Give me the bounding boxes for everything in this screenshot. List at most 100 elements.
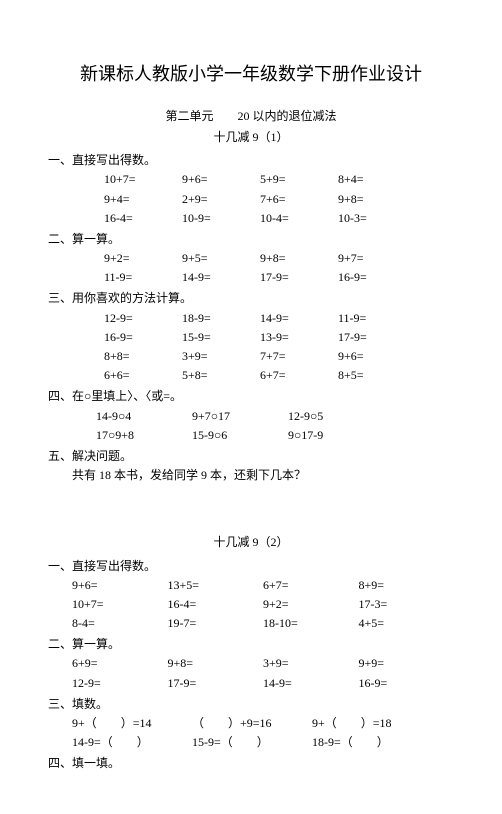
- expr: 14-9=（ ）: [72, 733, 192, 752]
- expr: 6+9=: [72, 654, 168, 673]
- expr: 13-9=: [260, 328, 338, 347]
- expr: 11-9=: [338, 309, 416, 328]
- expr: 15-9=（ ）: [192, 733, 312, 752]
- section-head: 二、算一算。: [48, 230, 454, 249]
- expr-row: 6+6= 5+8= 6+7= 8+5=: [104, 366, 454, 385]
- expr: 3+9=: [263, 654, 359, 673]
- expr: 8+9=: [359, 576, 455, 595]
- expr: 5+8=: [182, 366, 260, 385]
- expr: 8+8=: [104, 347, 182, 366]
- expr: 17○9+8: [96, 426, 192, 445]
- section-head: 五、解决问题。: [48, 447, 454, 466]
- expr: 9+2=: [104, 249, 182, 268]
- expr: 15-9=: [182, 328, 260, 347]
- expr: （ ）+9=16: [192, 714, 312, 733]
- section-head: 一、直接写出得数。: [48, 557, 454, 576]
- expr: 17-9=: [338, 328, 416, 347]
- expr-row: 8+8= 3+9= 7+7= 9+6=: [104, 347, 454, 366]
- expr: 11-9=: [104, 268, 182, 287]
- expr: 10+7=: [104, 170, 182, 189]
- expr: 5+9=: [260, 170, 338, 189]
- expr: 14-9○4: [96, 407, 192, 426]
- expr: 18-9=: [182, 309, 260, 328]
- expr: 15-9○6: [192, 426, 288, 445]
- expr: 16-4=: [104, 209, 182, 228]
- expr-row: 14-9○4 9+7○17 12-9○5: [96, 407, 454, 426]
- expr: 9+8=: [168, 654, 264, 673]
- expr: 8+4=: [338, 170, 416, 189]
- expr: 13+5=: [168, 576, 264, 595]
- expr: 10-9=: [182, 209, 260, 228]
- expr-row: 9+（ ）=14 （ ）+9=16 9+（ ）=18: [72, 714, 454, 733]
- expr-row: 16-4= 10-9= 10-4= 10-3=: [104, 209, 454, 228]
- expr-row: 17○9+8 15-9○6 9○17-9: [96, 426, 454, 445]
- expr-row: 11-9= 14-9= 17-9= 16-9=: [104, 268, 454, 287]
- expr-row: 12-9= 18-9= 14-9= 11-9=: [104, 309, 454, 328]
- expr: 17-9=: [260, 268, 338, 287]
- expr: 10-4=: [260, 209, 338, 228]
- expr: 19-7=: [168, 614, 264, 633]
- expr: 6+7=: [260, 366, 338, 385]
- word-problem: 共有 18 本书，发给同学 9 本，还剩下几本？: [72, 466, 454, 485]
- expr-row: 9+6= 13+5= 6+7= 8+9=: [72, 576, 454, 595]
- expr: 9+2=: [263, 595, 359, 614]
- expr: 9+4=: [104, 190, 182, 209]
- expr: 17-9=: [168, 674, 264, 693]
- expr: 9+7○17: [192, 407, 288, 426]
- expr: 17-3=: [359, 595, 455, 614]
- section-head: 一、直接写出得数。: [48, 151, 454, 170]
- expr-row: 10+7= 9+6= 5+9= 8+4=: [104, 170, 454, 189]
- section-head: 三、用你喜欢的方法计算。: [48, 289, 454, 308]
- part1-subtitle: 十几减 9（1）: [48, 128, 454, 147]
- expr: 9+5=: [182, 249, 260, 268]
- expr: 16-9=: [338, 268, 416, 287]
- expr: 9+8=: [260, 249, 338, 268]
- expr-row: 6+9= 9+8= 3+9= 9+9=: [72, 654, 454, 673]
- expr: 3+9=: [182, 347, 260, 366]
- expr: 12-9=: [104, 309, 182, 328]
- part2-subtitle: 十几减 9（2）: [48, 533, 454, 552]
- expr: 16-4=: [168, 595, 264, 614]
- expr: 9+8=: [338, 190, 416, 209]
- section-head: 二、算一算。: [48, 635, 454, 654]
- expr: 10+7=: [72, 595, 168, 614]
- expr: 9+（ ）=14: [72, 714, 192, 733]
- unit-line: 第二单元 20 以内的退位减法: [48, 107, 454, 126]
- expr: 6+6=: [104, 366, 182, 385]
- expr: 9+7=: [338, 249, 416, 268]
- expr: 18-9=（ ）: [312, 733, 432, 752]
- expr: 8-4=: [72, 614, 168, 633]
- expr: 9+9=: [359, 654, 455, 673]
- expr: 2+9=: [182, 190, 260, 209]
- expr-row: 9+2= 9+5= 9+8= 9+7=: [104, 249, 454, 268]
- expr-row: 9+4= 2+9= 7+6= 9+8=: [104, 190, 454, 209]
- expr: 9○17-9: [288, 426, 384, 445]
- expr-row: 16-9= 15-9= 13-9= 17-9=: [104, 328, 454, 347]
- expr: 14-9=: [182, 268, 260, 287]
- expr-row: 12-9= 17-9= 14-9= 16-9=: [72, 674, 454, 693]
- section-head: 三、填数。: [48, 695, 454, 714]
- expr: 4+5=: [359, 614, 455, 633]
- expr: 9+（ ）=18: [312, 714, 432, 733]
- section-head: 四、填一填。: [48, 754, 454, 773]
- expr: 9+6=: [182, 170, 260, 189]
- expr: 9+6=: [72, 576, 168, 595]
- expr: 7+6=: [260, 190, 338, 209]
- expr-row: 10+7= 16-4= 9+2= 17-3=: [72, 595, 454, 614]
- expr: 6+7=: [263, 576, 359, 595]
- expr-row: 8-4= 19-7= 18-10= 4+5=: [72, 614, 454, 633]
- page: 新课标人教版小学一年级数学下册作业设计 第二单元 20 以内的退位减法 十几减 …: [0, 0, 502, 814]
- expr: 12-9=: [72, 674, 168, 693]
- expr: 7+7=: [260, 347, 338, 366]
- expr: 16-9=: [104, 328, 182, 347]
- expr: 10-3=: [338, 209, 416, 228]
- expr: 14-9=: [263, 674, 359, 693]
- expr: 8+5=: [338, 366, 416, 385]
- expr: 14-9=: [260, 309, 338, 328]
- expr-row: 14-9=（ ） 15-9=（ ） 18-9=（ ）: [72, 733, 454, 752]
- expr: 16-9=: [359, 674, 455, 693]
- expr: 9+6=: [338, 347, 416, 366]
- section-head: 四、在○里填上〉、〈或=。: [48, 387, 454, 406]
- expr: 12-9○5: [288, 407, 384, 426]
- expr: 18-10=: [263, 614, 359, 633]
